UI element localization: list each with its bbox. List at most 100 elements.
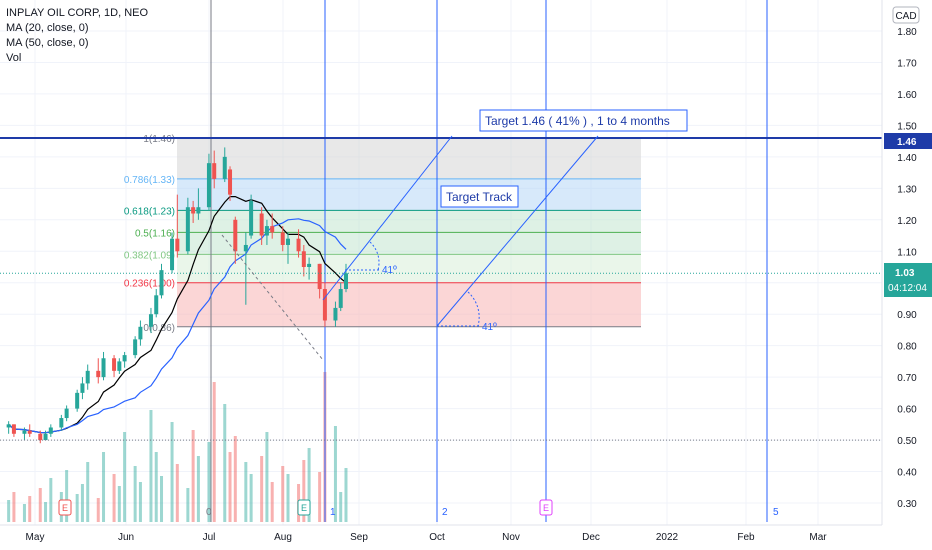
candle-body[interactable] <box>96 370 101 378</box>
upper-channel-line[interactable] <box>322 135 453 301</box>
candle-body[interactable] <box>80 383 85 393</box>
candle-body[interactable] <box>243 244 248 252</box>
volume-legend[interactable]: Vol <box>6 52 22 64</box>
price-tick-label: 0.40 <box>897 468 917 479</box>
volume-bar <box>333 426 337 522</box>
price-tick-label: 0.30 <box>897 499 917 510</box>
currency-badge[interactable] <box>892 6 920 24</box>
candle-body[interactable] <box>185 207 190 252</box>
candle-body[interactable] <box>338 289 343 308</box>
candle-body[interactable] <box>259 213 264 236</box>
ma50-line[interactable] <box>8 218 347 434</box>
candle-body[interactable] <box>59 418 64 428</box>
volume-bar <box>191 430 195 522</box>
chart-legend: INPLAY OIL CORP, 1D, NEO MA (20, close, … <box>6 6 148 66</box>
candle-body[interactable] <box>228 169 233 195</box>
candle-body[interactable] <box>196 207 201 214</box>
candle-body[interactable] <box>301 251 306 267</box>
ma20-legend[interactable]: MA (20, close, 0) <box>6 22 89 34</box>
candle-body[interactable] <box>27 430 32 434</box>
price-tick-label: 0.70 <box>897 373 917 384</box>
candle-body[interactable] <box>6 424 11 428</box>
symbol-title[interactable]: INPLAY OIL CORP, 1D, NEO <box>6 7 149 19</box>
price-tick-label: 1.50 <box>897 121 917 132</box>
candle-body[interactable] <box>280 232 285 245</box>
earnings-marker[interactable] <box>539 499 553 516</box>
candle-body[interactable] <box>43 433 48 441</box>
target-box[interactable] <box>479 109 688 132</box>
candle-body[interactable] <box>148 314 153 327</box>
earnings-marker[interactable] <box>297 499 311 516</box>
volume-bar <box>339 492 343 522</box>
volume-bar <box>307 448 311 522</box>
volume-bar <box>65 470 69 522</box>
price-tick-label: 1.30 <box>897 184 917 195</box>
candle-body[interactable] <box>112 358 117 371</box>
time-tick-label: Oct <box>429 532 445 543</box>
last-price-tag <box>884 263 932 297</box>
candle-body[interactable] <box>206 163 211 208</box>
volume-bar <box>86 462 90 522</box>
target-track-box[interactable] <box>440 185 519 208</box>
candle-body[interactable] <box>75 392 80 409</box>
candle-body[interactable] <box>117 361 122 371</box>
price-tick-label: 0.90 <box>897 310 917 321</box>
candle-body[interactable] <box>122 355 127 362</box>
volume-bar <box>344 468 348 522</box>
time-tick-label: 2022 <box>656 532 679 543</box>
target-box-text: Target 1.46 ( 41% ) , 1 to 4 months <box>485 114 670 128</box>
price-tick-label: 1.10 <box>897 247 917 258</box>
candle-body[interactable] <box>138 326 143 340</box>
candle-body[interactable] <box>154 295 159 315</box>
volume-bar <box>260 456 264 522</box>
candle-body[interactable] <box>175 238 180 252</box>
candle-body[interactable] <box>322 289 327 321</box>
candle-body[interactable] <box>101 358 106 378</box>
candle-body[interactable] <box>333 307 338 321</box>
volume-bar <box>22 504 26 522</box>
angle-label-lower: 41º <box>482 322 497 333</box>
candle-body[interactable] <box>286 238 291 245</box>
candle-body[interactable] <box>222 156 227 179</box>
candle-body[interactable] <box>307 263 312 267</box>
candle-body[interactable] <box>85 370 90 384</box>
candle-body[interactable] <box>233 219 238 252</box>
angle-arc <box>467 291 480 327</box>
candle-body[interactable] <box>317 263 322 290</box>
volume-bar <box>228 452 232 522</box>
candle-body[interactable] <box>249 200 254 236</box>
volume-bar <box>233 436 237 522</box>
candle-body[interactable] <box>133 339 138 356</box>
candle-body[interactable] <box>170 238 175 271</box>
candle-body[interactable] <box>264 226 269 236</box>
candle-body[interactable] <box>191 207 196 214</box>
candle-body[interactable] <box>48 427 53 434</box>
time-tick-label: Feb <box>737 532 755 543</box>
volume-bar <box>170 422 174 522</box>
ma50-legend[interactable]: MA (50, close, 0) <box>6 37 89 49</box>
volume-bar <box>175 464 179 522</box>
volume-bar <box>112 474 116 522</box>
volume-bar <box>196 456 200 522</box>
volume-bar <box>75 494 79 522</box>
lower-channel-line[interactable] <box>436 135 599 327</box>
candle-body[interactable] <box>212 163 217 179</box>
candle-body[interactable] <box>159 270 164 296</box>
time-axis[interactable] <box>0 525 882 550</box>
time-tick-label: Aug <box>274 532 292 543</box>
last-price-value: 1.03 <box>895 268 915 279</box>
fib-zone <box>177 254 641 283</box>
candle-body[interactable] <box>22 430 27 434</box>
candle-body[interactable] <box>343 273 348 290</box>
price-tick-label: 1.80 <box>897 27 917 38</box>
fib-zone <box>177 282 641 327</box>
fib-level-label: 0.5(1.16) <box>135 228 175 239</box>
earnings-marker[interactable] <box>58 499 72 516</box>
candle-body[interactable] <box>296 238 301 252</box>
currency-badge-text: CAD <box>895 11 916 22</box>
candle-body[interactable] <box>270 226 275 233</box>
candle-body[interactable] <box>11 424 16 434</box>
candle-body[interactable] <box>64 408 69 419</box>
candle-body[interactable] <box>38 433 43 441</box>
